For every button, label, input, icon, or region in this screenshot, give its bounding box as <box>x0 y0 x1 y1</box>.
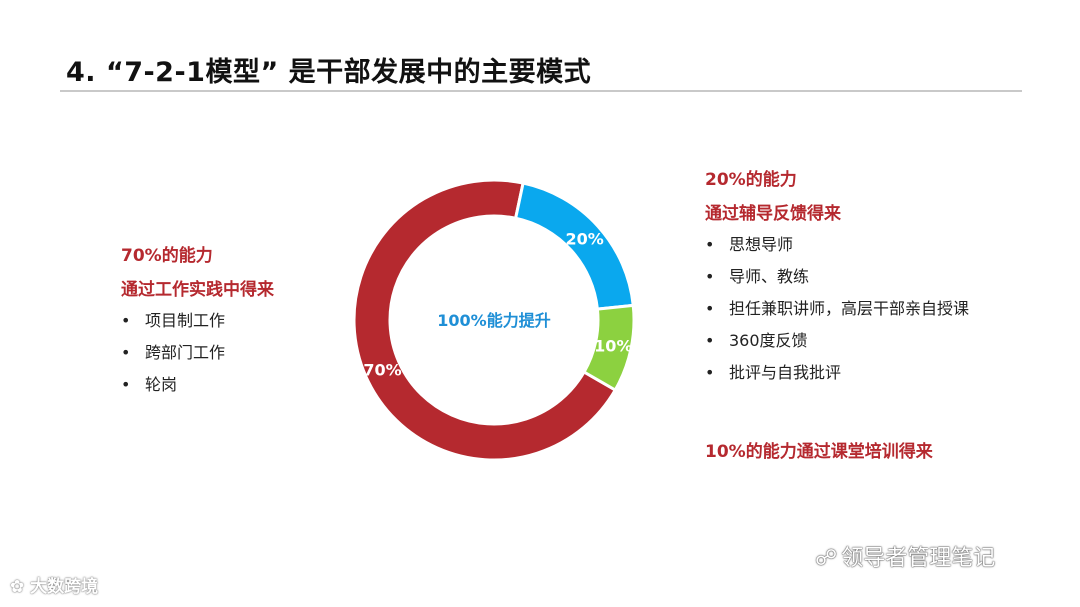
list-item-label: 批评与自我批评 <box>729 363 842 382</box>
slice-label-10: 10% <box>594 336 632 355</box>
bullet-icon: • <box>121 343 131 362</box>
bullet-icon: • <box>705 235 715 254</box>
watermark-brand: ✿ 大数跨境 <box>10 572 98 597</box>
list-item-label: 跨部门工作 <box>145 343 226 362</box>
right-heading-percent: 20%的能力 <box>705 170 797 190</box>
donut-center-label: 100%能力提升 <box>437 311 550 330</box>
watermark-brand-text: 大数跨境 <box>30 577 99 597</box>
watermark-wechat: ☍ 领导者管理笔记 <box>815 540 995 572</box>
bullet-icon: • <box>705 267 715 286</box>
bullet-icon: • <box>121 311 131 330</box>
list-item-label: 担任兼职讲师，高层干部亲自授课 <box>729 299 970 318</box>
bullet-icon: • <box>121 375 131 394</box>
list-item: • 思想导师 <box>705 235 969 255</box>
left-heading-percent: 70%的能力 <box>121 246 213 266</box>
list-item-label: 项目制工作 <box>145 311 226 330</box>
right-list: • 思想导师 • 导师、教练 • 担任兼职讲师，高层干部亲自授课 • 360度反馈 • 批… <box>705 235 969 383</box>
left-heading-source: 通过工作实践中得来 <box>121 280 274 300</box>
list-item: • 批评与自我批评 <box>705 363 969 383</box>
list-item-label: 导师、教练 <box>729 267 810 286</box>
donut-slice-labels: 70% 20% 10% <box>363 229 632 379</box>
bullet-icon: • <box>705 331 715 350</box>
donut-chart: 70% 20% 10% 100%能力提升 <box>352 180 636 460</box>
slice-label-20: 20% <box>566 229 604 248</box>
right-heading-source: 通过辅导反馈得来 <box>705 204 841 224</box>
left-list: • 项目制工作 • 跨部门工作 • 轮岗 <box>121 311 274 395</box>
page-title: 4. “7-2-1模型” 是干部发展中的主要模式 <box>66 57 592 88</box>
donut-slice-10 <box>582 303 636 393</box>
list-item: • 360度反馈 <box>705 331 969 351</box>
list-item: • 跨部门工作 <box>121 343 274 363</box>
list-item-label: 轮岗 <box>145 375 178 394</box>
list-item-label: 360度反馈 <box>729 331 808 350</box>
wechat-icon: ☍ <box>815 546 838 571</box>
left-panel: 70%的能力 通过工作实践中得来 • 项目制工作 • 跨部门工作 • 轮岗 <box>121 246 274 407</box>
title-divider <box>60 90 1022 92</box>
right-panel: 20%的能力 通过辅导反馈得来 • 思想导师 • 导师、教练 • 担任兼职讲师，高层干… <box>705 170 969 395</box>
list-item: • 项目制工作 <box>121 311 274 331</box>
bullet-icon: • <box>705 299 715 318</box>
donut-slice-70 <box>352 180 618 460</box>
slice-label-70: 70% <box>363 361 401 380</box>
list-item: • 轮岗 <box>121 375 274 395</box>
list-item: • 导师、教练 <box>705 267 969 287</box>
classroom-training-note: 10%的能力通过课堂培训得来 <box>705 442 933 462</box>
watermark-wechat-text: 领导者管理笔记 <box>841 546 996 571</box>
donut-slices <box>352 180 636 460</box>
list-item: • 担任兼职讲师，高层干部亲自授课 <box>705 299 969 319</box>
list-item-label: 思想导师 <box>729 235 794 254</box>
bullet-icon: • <box>705 363 715 382</box>
logo-icon: ✿ <box>10 577 25 597</box>
